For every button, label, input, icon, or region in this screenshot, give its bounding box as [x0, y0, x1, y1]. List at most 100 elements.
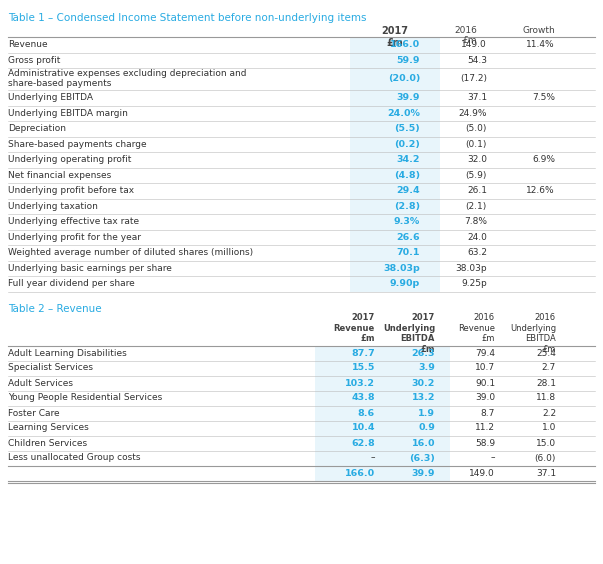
Text: (2.1): (2.1) [466, 202, 487, 211]
Text: Underlying effective tax rate: Underlying effective tax rate [8, 217, 139, 226]
Text: (6.3): (6.3) [409, 453, 435, 462]
Text: 11.8: 11.8 [536, 394, 556, 403]
Text: 13.2: 13.2 [411, 394, 435, 403]
Text: Learning Services: Learning Services [8, 424, 89, 433]
Text: 12.6%: 12.6% [526, 186, 555, 195]
Text: 38.03p: 38.03p [455, 264, 487, 273]
Text: 15.0: 15.0 [536, 438, 556, 447]
Text: 2017
Underlying
EBITDA
£m: 2017 Underlying EBITDA £m [383, 314, 435, 354]
Bar [350, 90, 440, 105]
Text: 79.4: 79.4 [475, 349, 495, 358]
Text: 63.2: 63.2 [467, 248, 487, 257]
Text: 8.7: 8.7 [481, 408, 495, 417]
Text: Specialist Services: Specialist Services [8, 364, 93, 372]
Text: 32.0: 32.0 [467, 155, 487, 164]
Text: 59.9: 59.9 [397, 56, 420, 65]
Text: Adult Services: Adult Services [8, 378, 73, 387]
Text: Underlying taxation: Underlying taxation [8, 202, 98, 211]
Text: 24.9%: 24.9% [458, 109, 487, 118]
Bar [350, 152, 440, 168]
Text: –: – [370, 453, 375, 462]
Text: 24.0%: 24.0% [387, 109, 420, 118]
Text: 7.8%: 7.8% [464, 217, 487, 226]
Text: 149.0: 149.0 [461, 40, 487, 49]
Text: 39.9: 39.9 [411, 469, 435, 478]
Text: 39.0: 39.0 [475, 394, 495, 403]
Text: 26.6: 26.6 [396, 233, 420, 242]
Text: Underlying EBITDA margin: Underlying EBITDA margin [8, 109, 128, 118]
Text: 90.1: 90.1 [475, 378, 495, 387]
Text: 62.8: 62.8 [352, 438, 375, 447]
Text: 30.2: 30.2 [412, 378, 435, 387]
Text: Growth: Growth [522, 26, 555, 35]
Text: 58.9: 58.9 [475, 438, 495, 447]
Text: 9.3%: 9.3% [394, 217, 420, 226]
Text: 25.4: 25.4 [536, 349, 556, 358]
Text: Underlying profit for the year: Underlying profit for the year [8, 233, 141, 242]
Text: 24.0: 24.0 [467, 233, 487, 242]
Text: Adult Learning Disabilities: Adult Learning Disabilities [8, 349, 127, 358]
Bar [315, 421, 450, 435]
Text: Underlying basic earnings per share: Underlying basic earnings per share [8, 264, 172, 273]
Bar [315, 435, 450, 451]
Text: (20.0): (20.0) [388, 74, 420, 83]
Text: 0.9: 0.9 [418, 424, 435, 433]
Text: Foster Care: Foster Care [8, 408, 60, 417]
Text: 2016
£m: 2016 £m [454, 26, 477, 45]
Bar [350, 230, 440, 245]
Text: Table 2 – Revenue: Table 2 – Revenue [8, 303, 102, 314]
Text: Table 1 – Condensed Income Statement before non-underlying items: Table 1 – Condensed Income Statement bef… [8, 13, 367, 23]
Text: 28.1: 28.1 [536, 378, 556, 387]
Bar [350, 52, 440, 68]
Bar [315, 406, 450, 421]
Text: 8.6: 8.6 [358, 408, 375, 417]
Bar [350, 199, 440, 214]
Text: (5.5): (5.5) [394, 124, 420, 133]
Text: Underlying EBITDA: Underlying EBITDA [8, 93, 93, 102]
Text: 38.03p: 38.03p [384, 264, 420, 273]
Text: 70.1: 70.1 [397, 248, 420, 257]
Text: 34.2: 34.2 [397, 155, 420, 164]
Bar [315, 360, 450, 376]
Text: Children Services: Children Services [8, 438, 87, 447]
Text: (6.0): (6.0) [535, 453, 556, 462]
Bar [350, 168, 440, 183]
Text: (2.8): (2.8) [394, 202, 420, 211]
Text: 10.4: 10.4 [352, 424, 375, 433]
Text: 16.0: 16.0 [411, 438, 435, 447]
Text: 9.25p: 9.25p [461, 279, 487, 288]
Text: (5.0): (5.0) [466, 124, 487, 133]
Text: 2.7: 2.7 [541, 364, 556, 372]
Text: Revenue: Revenue [8, 40, 48, 49]
Text: Underlying profit before tax: Underlying profit before tax [8, 186, 134, 195]
Bar [350, 214, 440, 230]
Text: 11.2: 11.2 [475, 424, 495, 433]
Bar [315, 346, 450, 360]
Text: Less unallocated Group costs: Less unallocated Group costs [8, 453, 140, 462]
Text: 43.8: 43.8 [352, 394, 375, 403]
Text: 103.2: 103.2 [345, 378, 375, 387]
Text: –: – [490, 453, 495, 462]
Bar [315, 376, 450, 390]
Text: 2017
£m: 2017 £m [382, 26, 408, 47]
Text: (0.2): (0.2) [394, 140, 420, 149]
Text: 7.5%: 7.5% [532, 93, 555, 102]
Bar [315, 451, 450, 465]
Text: 149.0: 149.0 [469, 469, 495, 478]
Text: 3.9: 3.9 [418, 364, 435, 372]
Text: (17.2): (17.2) [460, 74, 487, 83]
Text: Net financial expenses: Net financial expenses [8, 171, 111, 180]
Text: Depreciation: Depreciation [8, 124, 66, 133]
Text: 87.7: 87.7 [352, 349, 375, 358]
Bar [350, 261, 440, 276]
Text: 1.9: 1.9 [418, 408, 435, 417]
Text: 2016
Revenue
£m: 2016 Revenue £m [458, 314, 495, 343]
Text: 10.7: 10.7 [475, 364, 495, 372]
Bar [350, 68, 440, 90]
Text: 6.9%: 6.9% [532, 155, 555, 164]
Text: 54.3: 54.3 [467, 56, 487, 65]
Bar [350, 276, 440, 292]
Bar [350, 37, 440, 52]
Text: Young People Residential Services: Young People Residential Services [8, 394, 162, 403]
Text: (5.9): (5.9) [466, 171, 487, 180]
